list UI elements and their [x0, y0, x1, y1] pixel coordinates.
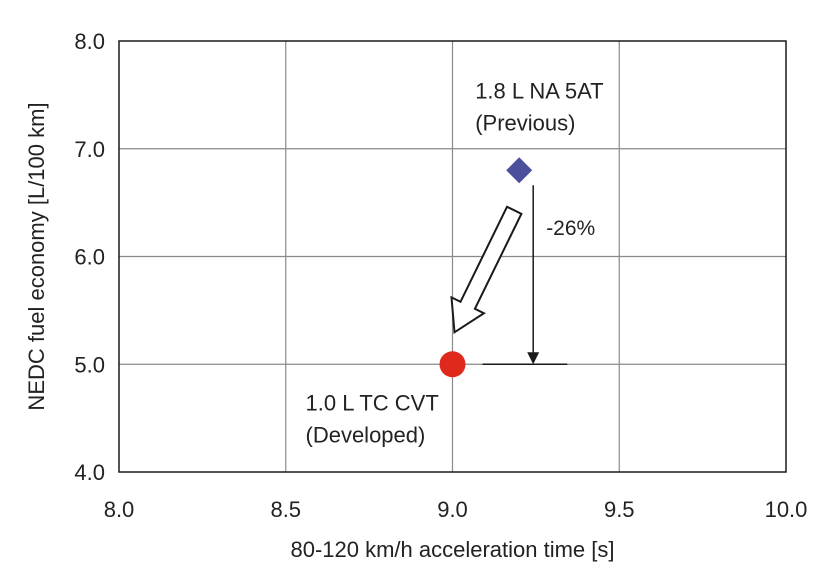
plot-frame [118, 40, 787, 473]
y-tick-label: 5.0 [74, 352, 105, 377]
x-tick-label: 10.0 [765, 497, 808, 522]
label-developed-line2: (Developed) [306, 422, 426, 447]
x-tick-label: 9.0 [437, 497, 468, 522]
data-points [439, 157, 533, 378]
y-tick-label: 8.0 [74, 29, 105, 54]
reduction-indicator: -26% [482, 185, 595, 365]
x-axis-label: 80-120 km/h acceleration time [s] [290, 537, 614, 562]
point-developed-circle [439, 351, 466, 378]
tick-labels: 8.0 8.5 9.0 9.5 10.0 4.0 5.0 6.0 7.0 8.0 [74, 29, 807, 522]
y-tick-label: 7.0 [74, 137, 105, 162]
y-tick-label: 6.0 [74, 245, 105, 270]
x-tick-label: 8.0 [104, 497, 135, 522]
grid-lines [119, 41, 786, 472]
label-previous-line2: (Previous) [475, 110, 575, 135]
y-axis-label: NEDC fuel economy [L/100 km] [24, 102, 49, 410]
x-tick-label: 8.5 [270, 497, 301, 522]
hollow-arrow-icon [450, 205, 523, 335]
label-previous-line1: 1.8 L NA 5AT [475, 78, 603, 103]
reduction-label: -26% [546, 217, 595, 240]
point-labels: 1.8 L NA 5AT (Previous) 1.0 L TC CVT (De… [306, 78, 604, 447]
x-tick-label: 9.5 [604, 497, 635, 522]
reduction-arrow-head [527, 352, 540, 365]
point-previous-diamond [506, 157, 533, 184]
label-developed-line1: 1.0 L TC CVT [306, 390, 439, 415]
y-tick-label: 4.0 [74, 460, 105, 485]
trend-arrow [450, 205, 523, 335]
